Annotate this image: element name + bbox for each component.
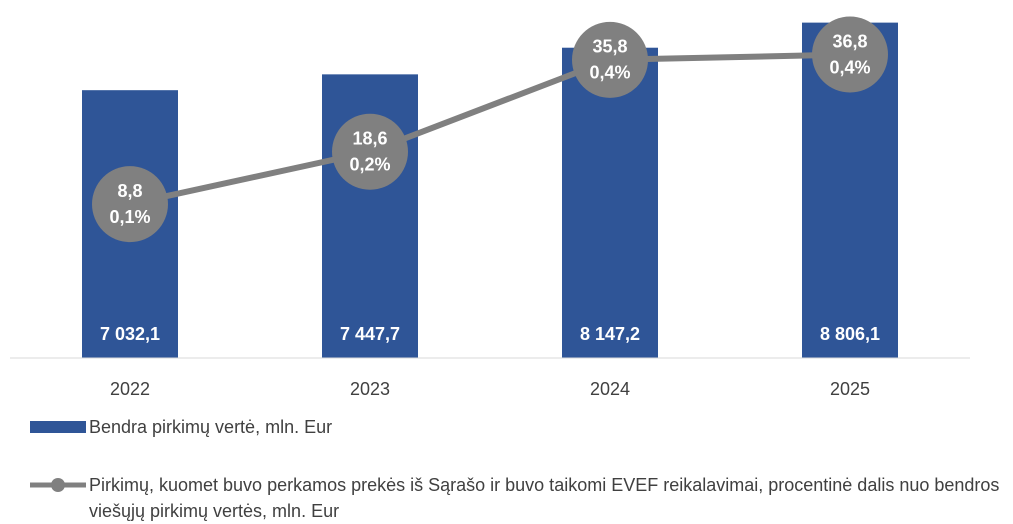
x-tick-label: 2025 [830,379,870,399]
bar-value-label: 8 147,2 [580,324,640,344]
bar-value-label: 7 032,1 [100,324,160,344]
line-value-label: 18,6 [352,128,387,148]
line-value-label: 36,8 [832,31,867,51]
legend-swatch [30,421,86,433]
line [129,51,851,208]
line-marker [812,16,888,93]
legend-label: Pirkimų, kuomet buvo perkamos prekės iš … [89,475,1000,521]
bar [562,47,658,359]
line-value-label: 8,8 [117,181,142,201]
x-tick-label: 2023 [350,379,390,399]
share-label: 0,1% [109,207,150,227]
x-tick-label: 2022 [110,379,150,399]
legend-marker [51,478,65,492]
line-marker [92,166,168,243]
share-label: 0,4% [589,63,630,83]
bar-value-label: 7 447,7 [340,324,400,344]
share-label: 0,2% [349,154,390,174]
share-label: 0,4% [829,57,870,77]
legend-label: Bendra pirkimų vertė, mln. Eur [89,417,333,437]
x-tick-label: 2024 [590,379,630,399]
line-marker [572,21,648,98]
line-marker [332,113,408,190]
line-value-label: 35,8 [592,37,627,57]
bar-value-label: 8 806,1 [820,324,880,344]
